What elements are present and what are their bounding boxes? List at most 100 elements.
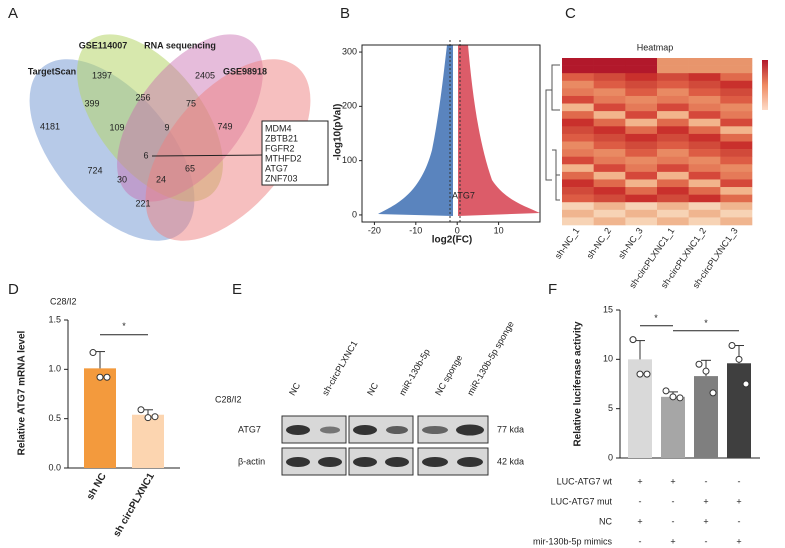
heat-cell (688, 164, 721, 173)
heat-cell (562, 126, 594, 135)
heat-cell (593, 126, 626, 135)
condition-sign: - (639, 536, 642, 546)
heat-cell (562, 65, 594, 74)
heat-cell (593, 103, 626, 112)
heat-cell (625, 58, 658, 66)
band (386, 426, 408, 434)
heat-cell (625, 149, 658, 157)
y-tick-label: 0 (352, 209, 357, 219)
venn-count: 724 (87, 165, 102, 175)
heat-cell (593, 65, 626, 74)
condition-label: NC (599, 516, 612, 526)
heat-cell (593, 156, 626, 165)
point (695, 360, 703, 368)
heat-cell (593, 202, 626, 211)
column-label: sh-NC_2 (585, 226, 614, 261)
heat-cell (562, 217, 594, 226)
y-tick-label: 1.5 (48, 314, 61, 324)
heat-cell (562, 202, 594, 211)
condition-label: LUC-ATG7 mut (551, 496, 613, 506)
heat-cell (688, 88, 721, 97)
gene: ATG7 (265, 163, 288, 173)
condition-sign: + (637, 476, 642, 486)
heat-cell (720, 133, 753, 142)
set-label: GSE114007 (79, 40, 128, 50)
y-axis-label: -log10(pVal) (333, 104, 344, 161)
point (144, 414, 152, 422)
heat-cell (625, 133, 658, 142)
heat-cell (688, 171, 721, 180)
set-label: RNA sequencing (144, 40, 216, 50)
heat-cell (720, 187, 753, 195)
heat-cell (657, 164, 689, 173)
heat-cell (657, 156, 689, 165)
gene: ZNF703 (265, 173, 298, 183)
heat-cell (657, 88, 689, 97)
point (636, 370, 644, 378)
significance: * (654, 313, 658, 323)
condition-label: LUC-ATG7 wt (557, 476, 613, 486)
heat-cell (657, 141, 689, 150)
heat-cell (625, 187, 658, 195)
heat-cell (562, 95, 594, 104)
y-tick-label: 100 (342, 155, 357, 165)
heat-cell (657, 179, 689, 188)
heat-cell (688, 149, 721, 157)
heatmap: Heatmap sh-NC_1 sh-NC_2 sh-NC_3sh-circPLXN… (545, 42, 768, 290)
panel-label: D (8, 281, 19, 298)
venn-count: 6 (143, 150, 148, 160)
condition-sign: - (639, 496, 642, 506)
y-tick-label: 5 (608, 403, 613, 413)
annotation: ATG7 (452, 190, 475, 200)
condition-sign: - (705, 536, 708, 546)
venn-set (145, 59, 311, 241)
venn-count: 1397 (92, 70, 112, 80)
heat-cell (562, 164, 594, 173)
y-tick-label: 10 (603, 354, 613, 364)
condition-sign: + (703, 516, 708, 526)
y-tick-label: 300 (342, 46, 357, 56)
lane-label: NC (287, 380, 302, 397)
heat-cell (593, 73, 626, 82)
heat-cell (625, 141, 658, 150)
heat-cell (562, 111, 594, 120)
heat-cell (720, 80, 753, 89)
bar (694, 376, 718, 458)
heat-cell (720, 65, 753, 74)
heat-cell (593, 141, 626, 150)
heat-cell (688, 65, 721, 74)
heat-cell (562, 141, 594, 150)
heat-cell (720, 209, 753, 218)
lane-label: miR-130b-5p (397, 347, 432, 397)
heat-cell (562, 73, 594, 82)
heat-cell (720, 126, 753, 135)
panel-label: A (8, 5, 18, 22)
heat-cell (625, 88, 658, 97)
heat-cell (593, 133, 626, 142)
lane-label: miR-130b-5p sponge (465, 319, 516, 397)
band (286, 457, 310, 467)
point (669, 393, 677, 401)
point (103, 373, 111, 381)
condition-sign: + (703, 496, 708, 506)
point (709, 389, 717, 397)
venn-count: 2405 (195, 70, 215, 80)
y-tick-label: 0 (608, 452, 613, 462)
heat-cell (688, 187, 721, 195)
lane-label: NC sponge (433, 353, 464, 397)
band (318, 457, 342, 467)
x-tick-label: sh circPLXNC1 (112, 471, 158, 539)
bar (727, 363, 751, 458)
venn-count: 749 (217, 121, 232, 131)
heat-cell (720, 202, 753, 211)
condition-sign: + (670, 536, 675, 546)
heat-cell (657, 217, 689, 226)
column-label: sh-NC_1 (553, 226, 582, 261)
heat-cell (657, 149, 689, 157)
condition-sign: - (672, 516, 675, 526)
heat-cell (688, 133, 721, 142)
y-tick-label: 15 (603, 304, 613, 314)
heat-cell (593, 194, 626, 203)
heat-cell (562, 103, 594, 112)
heat-cell (720, 179, 753, 188)
